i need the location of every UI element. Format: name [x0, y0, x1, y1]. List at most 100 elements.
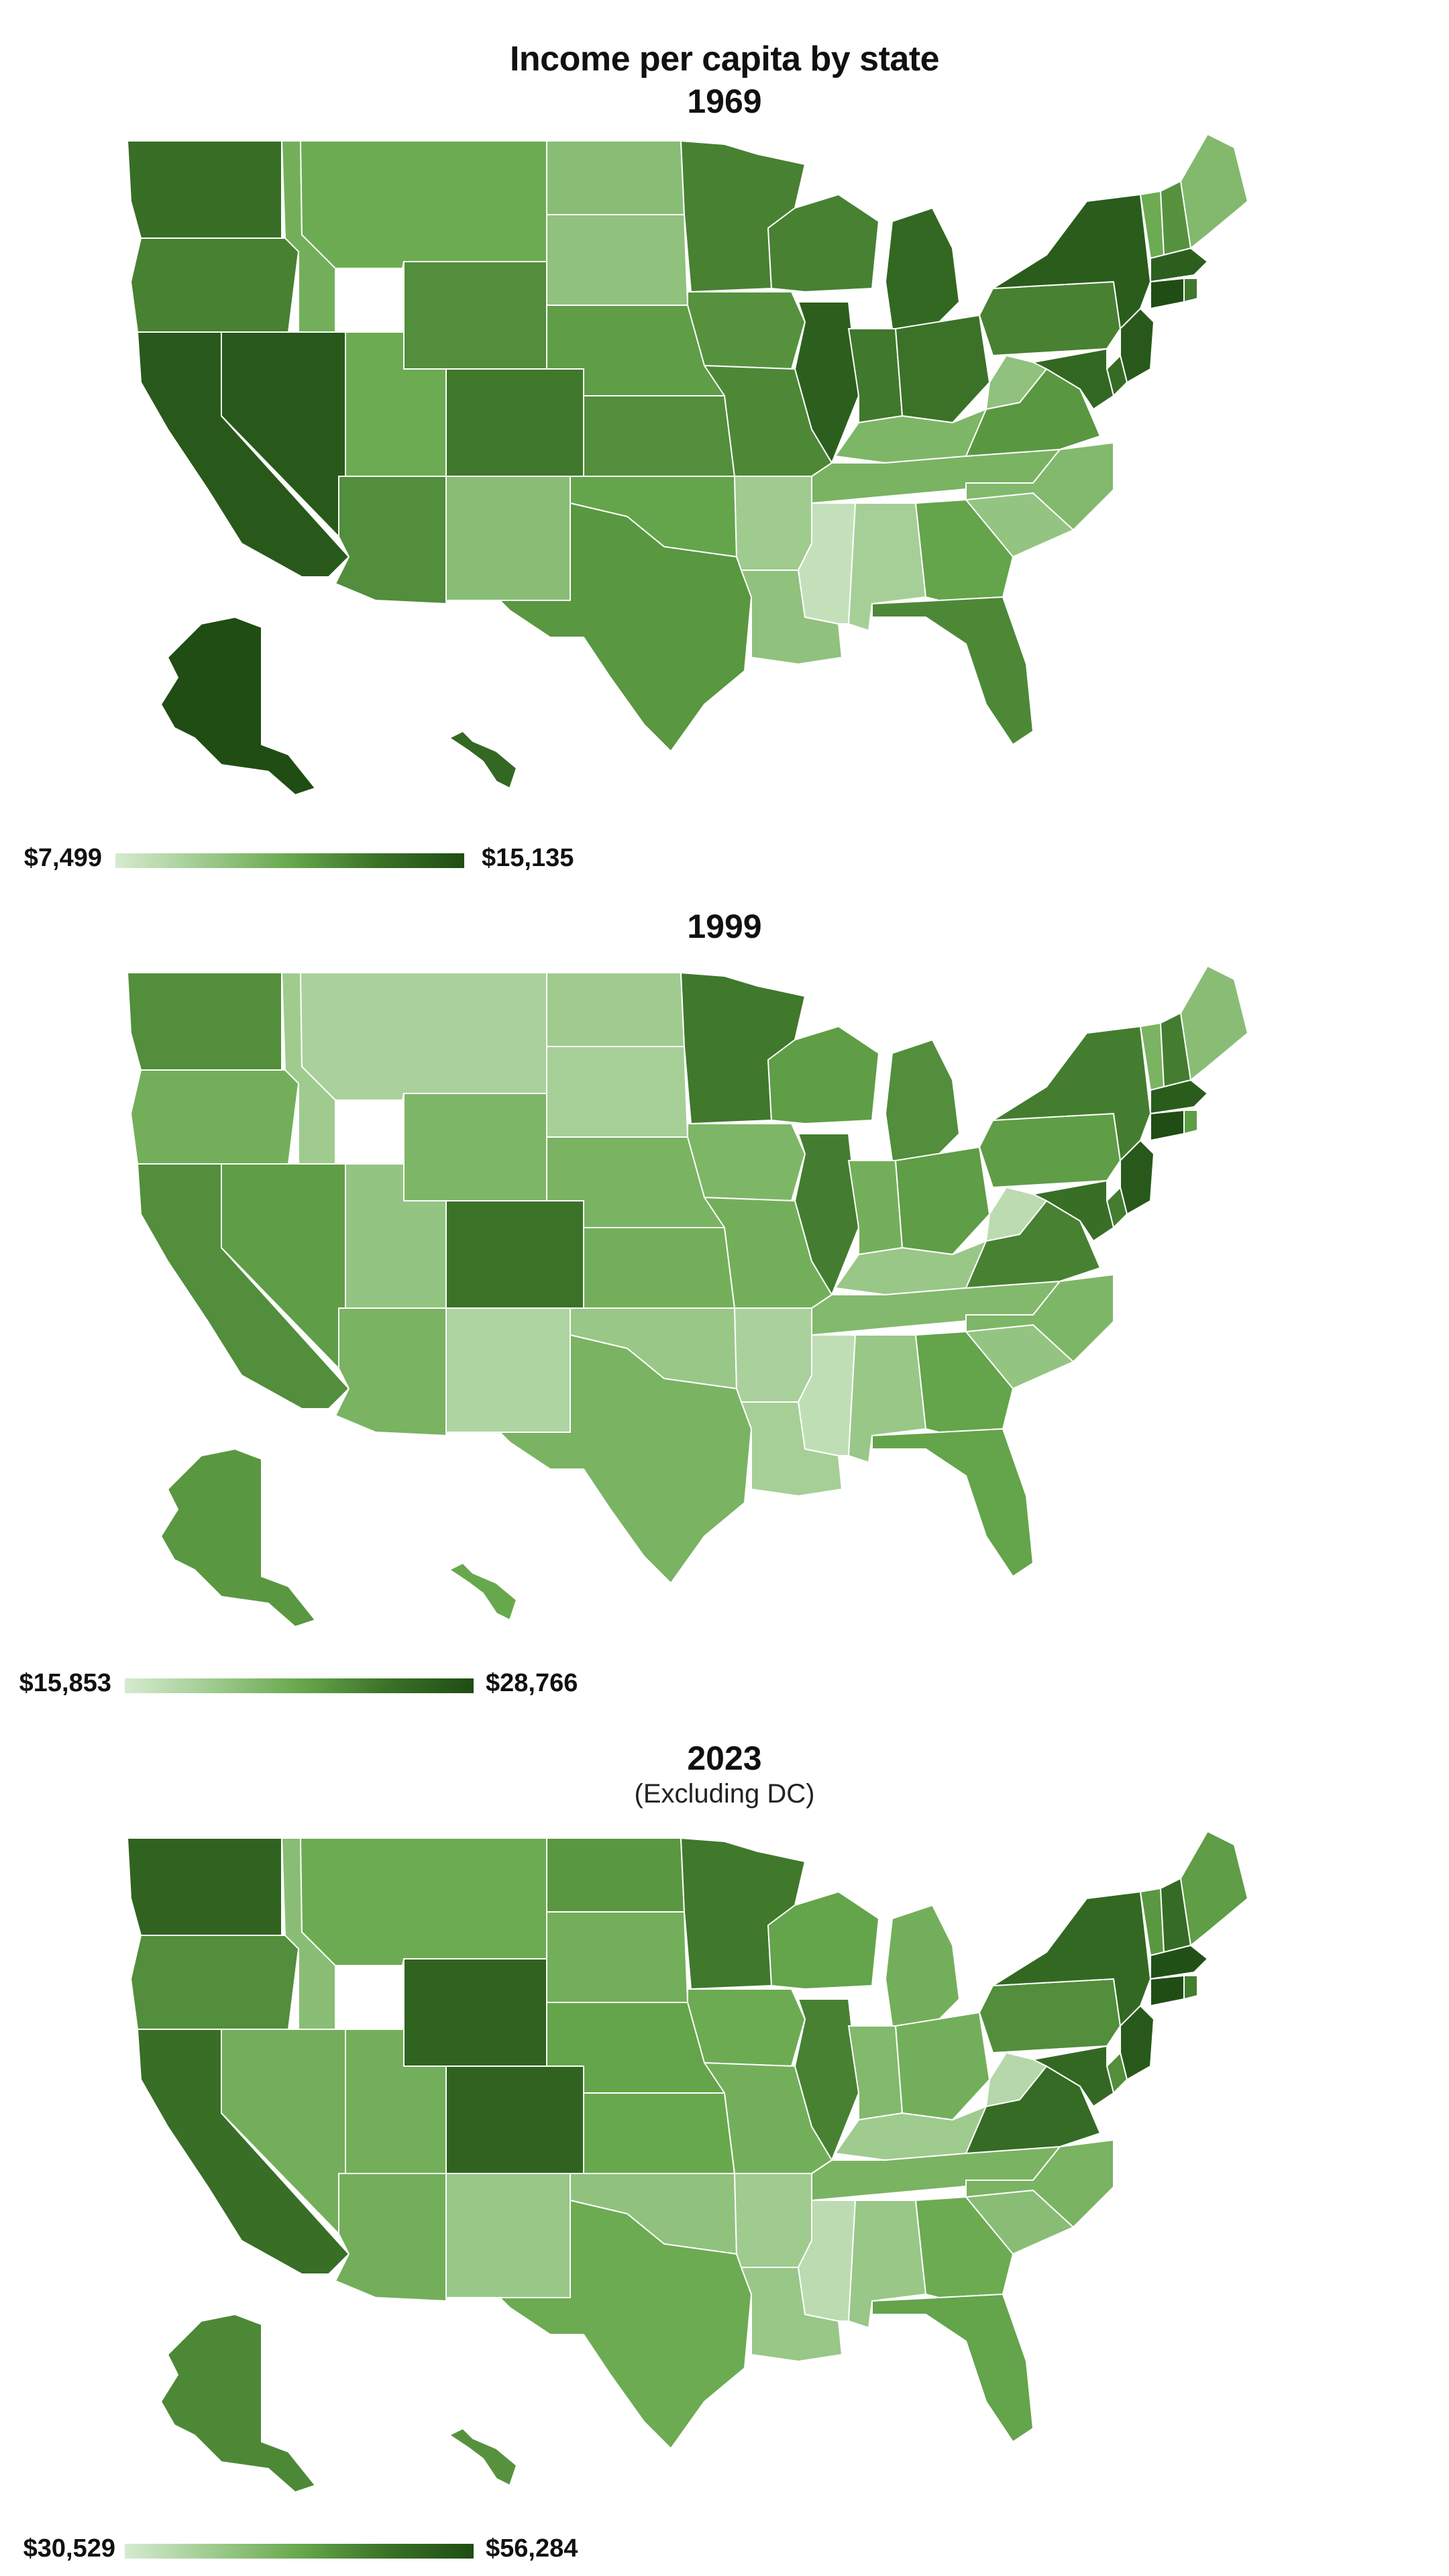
state-me: [1180, 133, 1248, 249]
state-me: [1180, 965, 1248, 1081]
us-map-2023: [127, 1831, 1248, 2493]
state-az: [335, 476, 447, 604]
state-md: [1032, 348, 1114, 410]
state-wy: [403, 261, 547, 370]
state-ma: [1150, 1079, 1208, 1114]
color-legend: $30,529 $56,284: [0, 2529, 1449, 2569]
state-or: [130, 237, 299, 333]
state-il: [794, 301, 859, 464]
state-pa: [979, 281, 1121, 356]
state-ri: [1183, 278, 1198, 303]
state-or: [130, 1069, 299, 1165]
state-ak: [160, 1448, 316, 1627]
state-pa: [979, 1978, 1121, 2053]
state-nm: [445, 1307, 571, 1433]
state-ct: [1150, 278, 1185, 309]
state-nm: [445, 2173, 571, 2298]
state-wa: [127, 1837, 282, 1936]
legend-max-value: $28,766: [486, 1669, 578, 1697]
state-ky: [835, 409, 987, 464]
state-ky: [835, 1240, 987, 1295]
state-in: [848, 1160, 903, 1255]
state-tx: [499, 2200, 752, 2449]
state-wa: [127, 972, 282, 1071]
state-ky: [835, 2106, 987, 2161]
state-md: [1032, 2045, 1114, 2107]
state-ia: [687, 291, 806, 370]
state-oh: [895, 315, 990, 423]
state-ak: [160, 2314, 316, 2493]
state-ct: [1150, 1110, 1185, 1141]
us-map-1969: [127, 133, 1248, 796]
state-me: [1180, 1831, 1248, 1946]
state-ma: [1150, 248, 1208, 282]
state-nc: [965, 2139, 1114, 2228]
state-hi: [449, 731, 517, 789]
color-legend: $7,499 $15,135: [0, 839, 1449, 879]
state-fl: [871, 1428, 1034, 1577]
state-il: [794, 1133, 859, 1295]
state-wi: [767, 1026, 879, 1124]
legend-max-value: $15,135: [482, 844, 574, 872]
state-in: [848, 328, 903, 423]
state-nd: [546, 1837, 685, 1913]
state-mi: [885, 1904, 960, 2027]
legend-gradient-bar: [115, 853, 464, 868]
state-mi: [885, 207, 960, 329]
page-title: Income per capita by state: [509, 40, 940, 78]
state-il: [794, 1998, 859, 2161]
state-nc: [965, 1274, 1114, 1362]
legend-min-value: $30,529: [23, 2534, 115, 2563]
state-sd: [546, 1046, 688, 1138]
state-hi: [449, 2428, 517, 2486]
state-ar: [734, 1307, 812, 1403]
state-oh: [895, 2012, 990, 2121]
state-mt: [300, 140, 547, 269]
state-oh: [895, 1146, 990, 1255]
state-sd: [546, 214, 688, 306]
state-ri: [1183, 1110, 1198, 1134]
state-ks: [583, 2092, 735, 2174]
state-co: [445, 2065, 584, 2174]
state-ri: [1183, 1975, 1198, 2000]
state-ia: [687, 1123, 806, 1201]
state-wy: [403, 1958, 547, 2067]
state-nc: [965, 442, 1114, 531]
state-mt: [300, 1837, 547, 1966]
state-in: [848, 2025, 903, 2121]
legend-max-value: $56,284: [486, 2534, 578, 2563]
state-co: [445, 1200, 584, 1309]
state-or: [130, 1935, 299, 2030]
state-wi: [767, 194, 879, 292]
state-nm: [445, 476, 571, 601]
state-fl: [871, 2294, 1034, 2443]
state-ks: [583, 1227, 735, 1309]
state-wy: [403, 1093, 547, 1201]
state-ia: [687, 1988, 806, 2067]
panel-subtitle: (Excluding DC): [634, 1779, 815, 1809]
us-map-1999: [127, 965, 1248, 1627]
state-mt: [300, 972, 547, 1101]
state-tx: [499, 1334, 752, 1584]
state-md: [1032, 1180, 1114, 1242]
state-tx: [499, 502, 752, 752]
state-wa: [127, 140, 282, 239]
state-pa: [979, 1113, 1121, 1188]
state-sd: [546, 1911, 688, 2003]
state-hi: [449, 1562, 517, 1621]
state-az: [335, 1307, 447, 1436]
state-ar: [734, 476, 812, 571]
state-az: [335, 2173, 447, 2302]
state-mi: [885, 1039, 960, 1161]
panel-year-label: 1999: [687, 908, 762, 945]
legend-gradient-bar: [125, 1678, 474, 1693]
state-nd: [546, 972, 685, 1047]
state-ma: [1150, 1945, 1208, 1980]
state-fl: [871, 596, 1034, 745]
state-ar: [734, 2173, 812, 2268]
state-wi: [767, 1891, 879, 1990]
state-co: [445, 368, 584, 477]
panel-year-label: 2023: [687, 1739, 762, 1777]
legend-min-value: $15,853: [19, 1669, 111, 1697]
panel-year-label: 1969: [687, 83, 762, 120]
